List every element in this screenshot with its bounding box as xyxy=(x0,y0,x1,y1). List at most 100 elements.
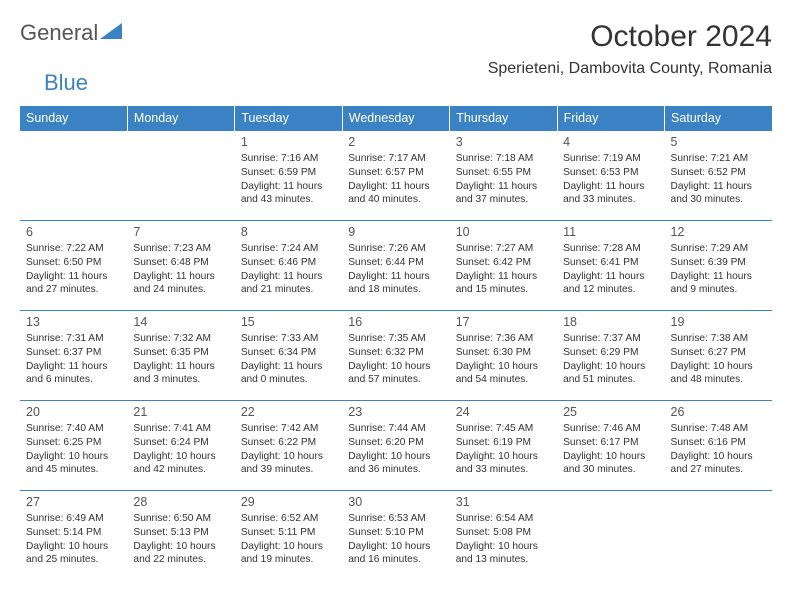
day-info: Sunrise: 6:52 AMSunset: 5:11 PMDaylight:… xyxy=(241,512,336,567)
day-number: 19 xyxy=(671,315,766,329)
day-info: Sunrise: 7:16 AMSunset: 6:59 PMDaylight:… xyxy=(241,152,336,207)
day-number: 7 xyxy=(133,225,228,239)
day-cell: 11 Sunrise: 7:28 AMSunset: 6:41 PMDayligh… xyxy=(557,221,664,311)
day-info: Sunrise: 6:53 AMSunset: 5:10 PMDaylight:… xyxy=(348,512,443,567)
day-info: Sunrise: 6:49 AMSunset: 5:14 PMDaylight:… xyxy=(26,512,121,567)
day-cell: 10 Sunrise: 7:27 AMSunset: 6:42 PMDayligh… xyxy=(450,221,557,311)
day-cell: 26 Sunrise: 7:48 AMSunset: 6:16 PMDayligh… xyxy=(665,401,772,491)
logo: General xyxy=(20,20,124,46)
empty-cell xyxy=(127,131,234,221)
day-number: 15 xyxy=(241,315,336,329)
day-info: Sunrise: 7:28 AMSunset: 6:41 PMDaylight:… xyxy=(563,242,658,297)
day-number: 24 xyxy=(456,405,551,419)
dayname-friday: Friday xyxy=(557,106,664,131)
week-row: 27 Sunrise: 6:49 AMSunset: 5:14 PMDayligh… xyxy=(20,491,772,581)
day-cell: 16 Sunrise: 7:35 AMSunset: 6:32 PMDayligh… xyxy=(342,311,449,401)
calendar-page: General October 2024 Sperieteni, Dambovi… xyxy=(0,0,792,591)
day-cell: 1 Sunrise: 7:16 AMSunset: 6:59 PMDaylight… xyxy=(235,131,342,221)
location-subtitle: Sperieteni, Dambovita County, Romania xyxy=(488,60,772,78)
day-info: Sunrise: 6:54 AMSunset: 5:08 PMDaylight:… xyxy=(456,512,551,567)
day-number: 28 xyxy=(133,495,228,509)
dayname-tuesday: Tuesday xyxy=(235,106,342,131)
week-row: 1 Sunrise: 7:16 AMSunset: 6:59 PMDaylight… xyxy=(20,131,772,221)
day-number: 11 xyxy=(563,225,658,239)
day-number: 4 xyxy=(563,135,658,149)
day-number: 13 xyxy=(26,315,121,329)
day-number: 21 xyxy=(133,405,228,419)
calendar-table: SundayMondayTuesdayWednesdayThursdayFrid… xyxy=(20,106,772,581)
day-cell: 13 Sunrise: 7:31 AMSunset: 6:37 PMDayligh… xyxy=(20,311,127,401)
day-info: Sunrise: 7:32 AMSunset: 6:35 PMDaylight:… xyxy=(133,332,228,387)
logo-text-general: General xyxy=(20,20,98,46)
day-info: Sunrise: 7:18 AMSunset: 6:55 PMDaylight:… xyxy=(456,152,551,207)
day-cell: 15Sunrise: 7:33 AMSunset: 6:34 PMDayligh… xyxy=(235,311,342,401)
day-cell: 17 Sunrise: 7:36 AMSunset: 6:30 PMDayligh… xyxy=(450,311,557,401)
day-info: Sunrise: 7:26 AMSunset: 6:44 PMDaylight:… xyxy=(348,242,443,297)
month-title: October 2024 xyxy=(488,20,772,54)
day-info: Sunrise: 7:27 AMSunset: 6:42 PMDaylight:… xyxy=(456,242,551,297)
day-cell: 28 Sunrise: 6:50 AMSunset: 5:13 PMDayligh… xyxy=(127,491,234,581)
day-cell: 21Sunrise: 7:41 AMSunset: 6:24 PMDayligh… xyxy=(127,401,234,491)
day-info: Sunrise: 7:48 AMSunset: 6:16 PMDaylight:… xyxy=(671,422,766,477)
day-number: 17 xyxy=(456,315,551,329)
empty-cell xyxy=(665,491,772,581)
logo-text-blue: Blue xyxy=(44,70,88,95)
day-cell: 9 Sunrise: 7:26 AMSunset: 6:44 PMDaylight… xyxy=(342,221,449,311)
dayname-wednesday: Wednesday xyxy=(342,106,449,131)
day-info: Sunrise: 7:23 AMSunset: 6:48 PMDaylight:… xyxy=(133,242,228,297)
day-cell: 20Sunrise: 7:40 AMSunset: 6:25 PMDayligh… xyxy=(20,401,127,491)
day-number: 20 xyxy=(26,405,121,419)
day-number: 23 xyxy=(348,405,443,419)
day-info: Sunrise: 7:42 AMSunset: 6:22 PMDaylight:… xyxy=(241,422,336,477)
dayname-saturday: Saturday xyxy=(665,106,772,131)
day-cell: 30 Sunrise: 6:53 AMSunset: 5:10 PMDayligh… xyxy=(342,491,449,581)
day-cell: 6 Sunrise: 7:22 AMSunset: 6:50 PMDaylight… xyxy=(20,221,127,311)
day-cell: 22 Sunrise: 7:42 AMSunset: 6:22 PMDayligh… xyxy=(235,401,342,491)
day-cell: 2Sunrise: 7:17 AMSunset: 6:57 PMDaylight… xyxy=(342,131,449,221)
day-cell: 24Sunrise: 7:45 AMSunset: 6:19 PMDayligh… xyxy=(450,401,557,491)
day-info: Sunrise: 7:46 AMSunset: 6:17 PMDaylight:… xyxy=(563,422,658,477)
dayname-thursday: Thursday xyxy=(450,106,557,131)
day-cell: 25Sunrise: 7:46 AMSunset: 6:17 PMDayligh… xyxy=(557,401,664,491)
empty-cell xyxy=(20,131,127,221)
day-number: 10 xyxy=(456,225,551,239)
day-info: Sunrise: 7:31 AMSunset: 6:37 PMDaylight:… xyxy=(26,332,121,387)
day-info: Sunrise: 7:21 AMSunset: 6:52 PMDaylight:… xyxy=(671,152,766,207)
day-info: Sunrise: 7:35 AMSunset: 6:32 PMDaylight:… xyxy=(348,332,443,387)
day-number: 22 xyxy=(241,405,336,419)
day-number: 6 xyxy=(26,225,121,239)
day-number: 31 xyxy=(456,495,551,509)
day-number: 5 xyxy=(671,135,766,149)
day-number: 29 xyxy=(241,495,336,509)
day-info: Sunrise: 7:37 AMSunset: 6:29 PMDaylight:… xyxy=(563,332,658,387)
day-number: 12 xyxy=(671,225,766,239)
week-row: 6 Sunrise: 7:22 AMSunset: 6:50 PMDaylight… xyxy=(20,221,772,311)
day-number: 1 xyxy=(241,135,336,149)
day-cell: 8Sunrise: 7:24 AMSunset: 6:46 PMDaylight… xyxy=(235,221,342,311)
day-info: Sunrise: 6:50 AMSunset: 5:13 PMDaylight:… xyxy=(133,512,228,567)
day-number: 16 xyxy=(348,315,443,329)
day-number: 26 xyxy=(671,405,766,419)
week-row: 13 Sunrise: 7:31 AMSunset: 6:37 PMDayligh… xyxy=(20,311,772,401)
day-cell: 31 Sunrise: 6:54 AMSunset: 5:08 PMDayligh… xyxy=(450,491,557,581)
day-cell: 4Sunrise: 7:19 AMSunset: 6:53 PMDaylight… xyxy=(557,131,664,221)
day-cell: 27 Sunrise: 6:49 AMSunset: 5:14 PMDayligh… xyxy=(20,491,127,581)
calendar-header-row: SundayMondayTuesdayWednesdayThursdayFrid… xyxy=(20,106,772,131)
day-cell: 7 Sunrise: 7:23 AMSunset: 6:48 PMDaylight… xyxy=(127,221,234,311)
day-info: Sunrise: 7:24 AMSunset: 6:46 PMDaylight:… xyxy=(241,242,336,297)
dayname-monday: Monday xyxy=(127,106,234,131)
day-number: 9 xyxy=(348,225,443,239)
day-number: 27 xyxy=(26,495,121,509)
day-cell: 12 Sunrise: 7:29 AMSunset: 6:39 PMDayligh… xyxy=(665,221,772,311)
day-info: Sunrise: 7:36 AMSunset: 6:30 PMDaylight:… xyxy=(456,332,551,387)
day-cell: 19Sunrise: 7:38 AMSunset: 6:27 PMDayligh… xyxy=(665,311,772,401)
day-number: 3 xyxy=(456,135,551,149)
day-info: Sunrise: 7:22 AMSunset: 6:50 PMDaylight:… xyxy=(26,242,121,297)
day-number: 30 xyxy=(348,495,443,509)
week-row: 20Sunrise: 7:40 AMSunset: 6:25 PMDayligh… xyxy=(20,401,772,491)
day-info: Sunrise: 7:29 AMSunset: 6:39 PMDaylight:… xyxy=(671,242,766,297)
day-cell: 29 Sunrise: 6:52 AMSunset: 5:11 PMDayligh… xyxy=(235,491,342,581)
logo-triangle-icon xyxy=(100,23,122,44)
empty-cell xyxy=(557,491,664,581)
dayname-sunday: Sunday xyxy=(20,106,127,131)
